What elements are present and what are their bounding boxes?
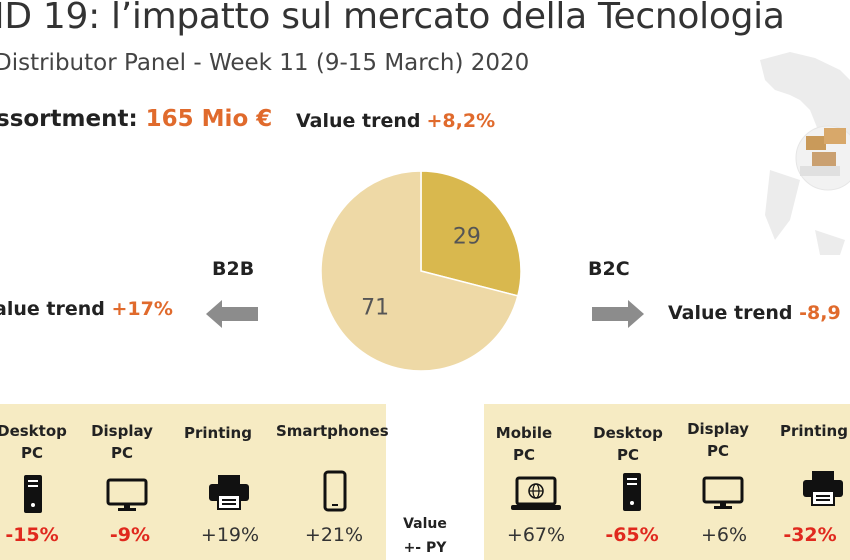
smartphone-icon <box>323 470 347 512</box>
page-subtitle: Distributor Panel - Week 11 (9-15 March)… <box>0 50 530 76</box>
b2b-pct-desktop: -15% <box>5 524 59 546</box>
pie-labels: 29 71 <box>361 224 481 320</box>
value-note-line1: Value <box>403 516 447 532</box>
printer-icon <box>209 475 249 510</box>
b2b-label: B2B <box>212 258 255 280</box>
b2b-cat-desktop: Desktop PC <box>0 420 72 464</box>
b2b-pct-printing: +19% <box>200 524 260 546</box>
pie-slice-b2b <box>420 170 522 297</box>
b2b-cat-desktop-line2: PC <box>20 444 43 462</box>
b2c-label: B2C <box>588 258 630 280</box>
pie-label-b2b: 29 <box>453 224 481 249</box>
b2b-cat-smartphones-line1: Smartphones <box>276 422 389 440</box>
b2c-trend-value: -8,9 <box>799 302 841 324</box>
total-trend-label: Value trend <box>296 110 421 132</box>
b2c-cat-mobile-line2: PC <box>512 446 535 464</box>
b2c-cat-display: Display PC <box>678 418 758 462</box>
monitor-icon <box>702 476 744 509</box>
arrow-right-icon <box>592 300 644 328</box>
pie-slices <box>320 170 522 372</box>
pie-slice-b2c <box>320 170 519 372</box>
assortment-value: 165 Mio € <box>145 106 273 132</box>
b2c-pct-mobile: +67% <box>506 524 566 546</box>
pie-chart: 29 71 <box>320 170 522 372</box>
b2b-pct-smartphones: +21% <box>304 524 364 546</box>
italy-map-image <box>760 52 850 255</box>
b2b-cat-display-line1: Display <box>91 422 153 440</box>
b2c-cat-printing: Printing <box>774 420 850 442</box>
b2b-pct-display: -9% <box>109 524 151 546</box>
page-title: ID 19: l’impatto sul mercato della Tecno… <box>0 0 785 37</box>
value-note: Value +- PY <box>390 512 460 560</box>
monitor-icon <box>106 478 148 511</box>
desktop-tower-icon <box>623 473 641 511</box>
b2b-trend-label: alue trend <box>0 298 105 320</box>
b2b-cat-printing-line1: Printing <box>184 424 252 442</box>
b2c-trend-label: Value trend <box>668 302 793 324</box>
b2c-cat-display-line1: Display <box>687 420 749 438</box>
b2c-categories-panel <box>484 404 850 560</box>
total-value-trend: Value trend +8,2% <box>296 110 495 132</box>
b2c-cat-desktop-line2: PC <box>616 446 639 464</box>
b2b-cat-display: Display PC <box>82 420 162 464</box>
desktop-tower-icon <box>24 475 42 513</box>
b2b-categories-panel <box>0 404 386 560</box>
arrow-left-icon <box>206 300 258 328</box>
laptop-icon <box>511 476 561 510</box>
b2b-value-trend: alue trend +17% <box>0 298 173 320</box>
b2c-cat-desktop-line1: Desktop <box>593 424 663 442</box>
b2b-trend-value: +17% <box>111 298 173 320</box>
b2b-cat-printing: Printing <box>178 422 258 444</box>
b2c-cat-mobile-line1: Mobile <box>495 424 553 442</box>
assortment-label: ssortment: <box>0 106 138 132</box>
b2b-cat-desktop-line1: Desktop <box>0 422 67 440</box>
printer-icon <box>803 471 843 506</box>
b2c-cat-display-line2: PC <box>706 442 729 460</box>
total-trend-value: +8,2% <box>426 110 496 132</box>
b2c-pct-printing: -32% <box>783 524 837 546</box>
b2c-cat-mobile: Mobile PC <box>484 422 564 466</box>
assortment-summary: ssortment: 165 Mio € <box>0 106 272 132</box>
pie-label-b2c: 71 <box>361 296 389 321</box>
value-note-line2: +- PY <box>403 540 447 556</box>
b2c-cat-desktop: Desktop PC <box>588 422 668 466</box>
b2b-cat-smartphones: Smartphones <box>276 420 389 442</box>
b2c-value-trend: Value trend -8,9 <box>668 302 841 324</box>
b2c-cat-printing-line1: Printing <box>780 422 848 440</box>
b2c-pct-desktop: -65% <box>605 524 659 546</box>
b2c-pct-display: +6% <box>700 524 748 546</box>
b2b-cat-display-line2: PC <box>110 444 133 462</box>
